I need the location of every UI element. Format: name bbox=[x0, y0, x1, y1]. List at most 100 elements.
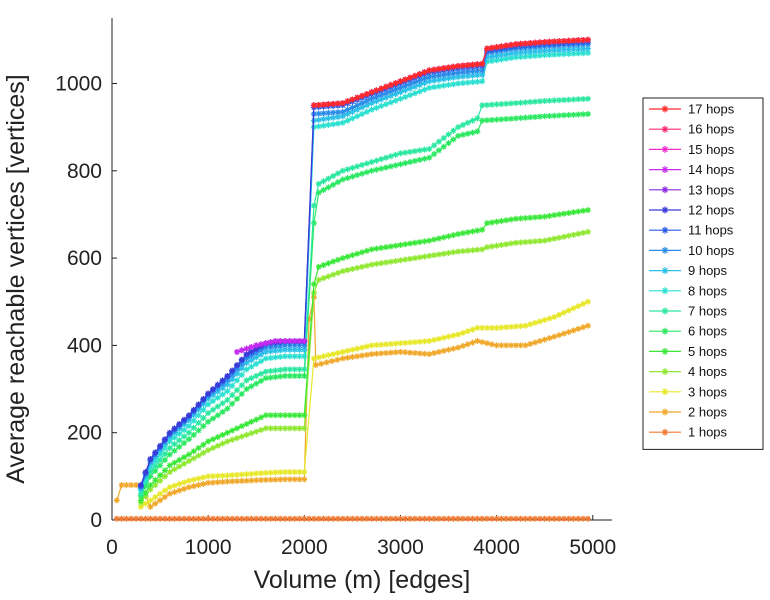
data-point bbox=[560, 210, 567, 217]
data-point bbox=[262, 425, 269, 432]
data-point bbox=[137, 490, 144, 497]
data-point bbox=[469, 129, 476, 136]
data-point bbox=[277, 476, 284, 483]
legend-entry: 6 hops bbox=[649, 324, 728, 339]
data-point bbox=[469, 515, 476, 522]
data-point bbox=[339, 255, 346, 262]
data-point bbox=[334, 269, 341, 276]
data-point bbox=[488, 101, 495, 108]
data-point bbox=[262, 515, 269, 522]
data-point bbox=[253, 350, 260, 357]
data-point bbox=[286, 366, 293, 373]
data-point bbox=[195, 412, 202, 419]
data-point bbox=[469, 68, 476, 75]
data-point bbox=[315, 354, 322, 361]
data-point bbox=[387, 243, 394, 250]
data-point bbox=[243, 366, 250, 373]
legend-entry: 9 hops bbox=[649, 263, 728, 278]
data-point bbox=[387, 515, 394, 522]
data-point bbox=[373, 245, 380, 252]
data-point bbox=[157, 497, 164, 504]
data-point bbox=[459, 62, 466, 69]
data-point bbox=[224, 372, 231, 379]
data-point bbox=[431, 77, 438, 84]
data-point bbox=[195, 482, 202, 489]
data-point bbox=[166, 468, 173, 475]
data-point bbox=[200, 441, 207, 448]
data-point bbox=[435, 138, 442, 145]
data-point bbox=[368, 89, 375, 96]
data-point bbox=[522, 342, 529, 349]
data-point bbox=[205, 438, 212, 445]
data-point bbox=[157, 472, 164, 479]
data-point bbox=[219, 431, 226, 438]
data-point bbox=[190, 483, 197, 490]
data-point bbox=[474, 246, 481, 253]
data-point bbox=[267, 374, 274, 381]
data-point bbox=[301, 342, 308, 349]
data-point bbox=[383, 515, 390, 522]
data-point bbox=[238, 433, 245, 440]
data-point bbox=[440, 515, 447, 522]
data-point bbox=[584, 95, 591, 102]
data-point bbox=[532, 238, 539, 245]
data-point bbox=[435, 515, 442, 522]
data-point bbox=[584, 45, 591, 52]
data-point bbox=[205, 395, 212, 402]
data-point bbox=[565, 50, 572, 57]
data-point bbox=[479, 60, 486, 67]
data-point bbox=[474, 72, 481, 79]
data-point bbox=[565, 307, 572, 314]
data-point bbox=[532, 515, 539, 522]
data-point bbox=[171, 441, 178, 448]
data-point bbox=[325, 184, 332, 191]
data-point bbox=[556, 311, 563, 318]
data-point bbox=[262, 412, 269, 419]
data-point bbox=[455, 73, 462, 80]
data-point bbox=[286, 338, 293, 345]
data-point bbox=[517, 49, 524, 56]
data-point bbox=[440, 234, 447, 241]
data-point bbox=[286, 353, 293, 360]
data-point bbox=[330, 121, 337, 128]
data-point bbox=[171, 515, 178, 522]
data-point bbox=[570, 96, 577, 103]
data-point bbox=[407, 81, 414, 88]
data-point bbox=[411, 350, 418, 357]
data-point bbox=[373, 98, 380, 105]
data-point bbox=[133, 515, 140, 522]
data-point bbox=[373, 87, 380, 94]
data-point bbox=[551, 97, 558, 104]
data-point bbox=[354, 345, 361, 352]
data-point bbox=[349, 108, 356, 115]
data-point bbox=[205, 418, 212, 425]
data-point bbox=[349, 515, 356, 522]
data-point bbox=[556, 332, 563, 339]
data-point bbox=[493, 57, 500, 64]
data-point bbox=[296, 342, 303, 349]
data-point bbox=[301, 468, 308, 475]
data-point bbox=[575, 111, 582, 118]
data-point bbox=[200, 401, 207, 408]
data-point bbox=[551, 47, 558, 54]
data-point bbox=[469, 247, 476, 254]
x-tick-label: 1000 bbox=[185, 536, 232, 559]
data-point bbox=[344, 175, 351, 182]
data-point bbox=[512, 41, 519, 48]
data-point bbox=[378, 165, 385, 172]
data-point bbox=[176, 463, 183, 470]
data-point bbox=[171, 434, 178, 441]
data-point bbox=[363, 262, 370, 269]
data-point bbox=[152, 477, 159, 484]
data-point bbox=[435, 72, 442, 79]
data-point bbox=[229, 427, 236, 434]
legend-label: 7 hops bbox=[688, 304, 728, 319]
data-point bbox=[416, 350, 423, 357]
data-point bbox=[272, 374, 279, 381]
data-point bbox=[474, 78, 481, 85]
data-point bbox=[455, 124, 462, 131]
data-point bbox=[368, 106, 375, 113]
data-point bbox=[267, 354, 274, 361]
data-point bbox=[402, 515, 409, 522]
data-point bbox=[123, 482, 130, 489]
